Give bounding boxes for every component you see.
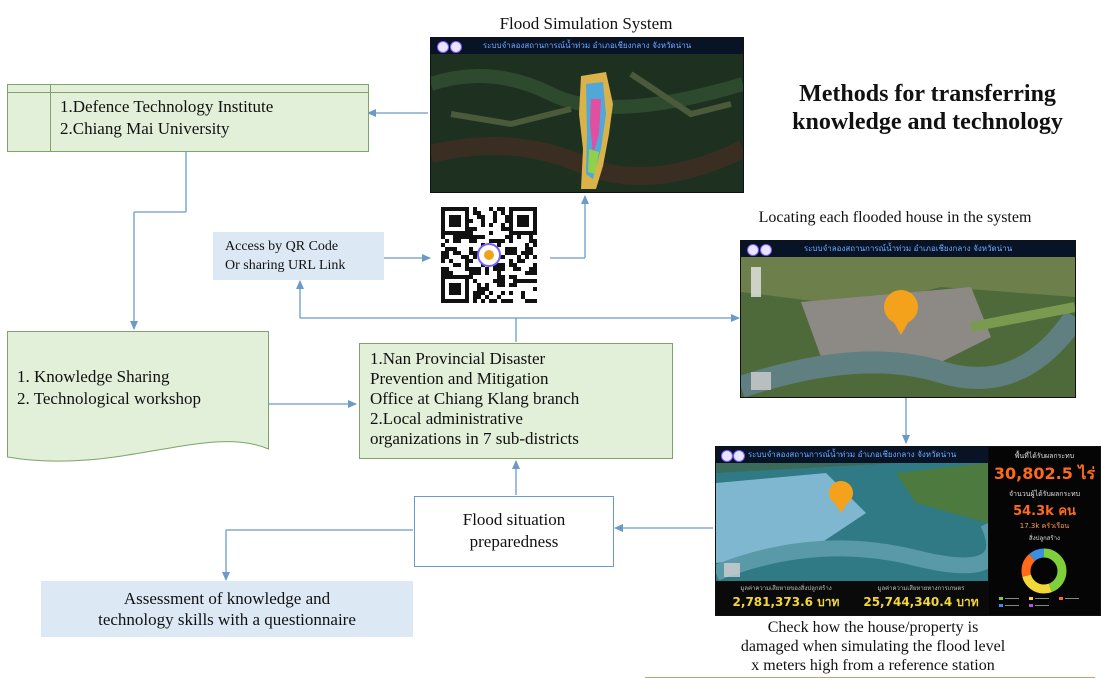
app-logo-icon [437, 41, 449, 53]
qr-code[interactable] [432, 205, 550, 305]
technological-workshop: 2. Technological workshop [17, 389, 202, 408]
locating-screenshot: ระบบจำลองสถานการณ์น้ำท่วม อำเภอเชียงกลาง… [740, 240, 1076, 398]
nan-office-box: 1.Nan Provincial Disaster Prevention and… [359, 343, 673, 459]
qr-access-box: Access by QR Code Or sharing URL Link [213, 232, 384, 280]
satellite-map [431, 54, 743, 192]
flood-sim-label: Flood Simulation System [499, 14, 673, 33]
institute-cmu: 2.Chiang Mai University [60, 119, 230, 138]
institutes-box: 1.Defence Technology Institute 2.Chiang … [7, 84, 369, 152]
damage-building-value: 2,781,373.6 บาท [732, 595, 840, 609]
app-logo-icon [747, 244, 759, 256]
affected-people-label: จำนวนผู้ได้รับผลกระทบ [1008, 490, 1081, 498]
affected-area-label: พื้นที่ได้รับผลกระทบ [1014, 452, 1075, 460]
affected-area-value: 30,802.5 ไร่ [993, 464, 1096, 483]
app-logo-icon [760, 244, 772, 256]
aerial-map [741, 257, 1075, 397]
flood-map [716, 463, 988, 581]
assessment-box: Assessment of knowledge and technology s… [41, 581, 413, 637]
app-logo-icon [450, 41, 462, 53]
buildings-donut-chart [999, 548, 1079, 607]
knowledge-box: 1. Knowledge Sharing 2. Technological wo… [7, 331, 269, 471]
screen-title-bar: ระบบจำลองสถานการณ์น้ำท่วม อำเภอเชียงกลาง… [716, 447, 988, 463]
dashboard-screenshot: ระบบจำลองสถานการณ์น้ำท่วม อำเภอเชียงกลาง… [715, 446, 1101, 616]
damage-agriculture-label: มูลค่าความเสียหายทางการเกษตร [877, 585, 965, 592]
flood-sim-screenshot: ระบบจำลองสถานการณ์น้ำท่วม อำเภอเชียงกลาง… [430, 37, 744, 193]
page-title: Methods for transferring knowledge and t… [792, 81, 1063, 135]
screen-title-bar: ระบบจำลองสถานการณ์น้ำท่วม อำเภอเชียงกลาง… [431, 38, 743, 54]
institute-dti: 1.Defence Technology Institute [60, 97, 274, 116]
screen-title-bar: ระบบจำลองสถานการณ์น้ำท่วม อำเภอเชียงกลาง… [741, 241, 1075, 257]
locating-label: Locating each flooded house in the syste… [758, 209, 1032, 226]
affected-households: 17.3k ครัวเรือน [1019, 522, 1070, 530]
knowledge-sharing: 1. Knowledge Sharing [17, 367, 170, 386]
check-caption: Check how the house/property is damaged … [740, 619, 1006, 674]
damage-building-label: มูลค่าความเสียหายของสิ่งปลูกสร้าง [740, 585, 832, 592]
damage-agriculture-value: 25,744,340.4 บาท [863, 595, 979, 609]
app-logo-icon [733, 450, 745, 462]
affected-people-value: 54.3k คน [1013, 504, 1076, 519]
app-logo-icon [721, 450, 733, 462]
buildings-chart-label: สิ่งปลูกสร้าง [1029, 535, 1060, 542]
preparedness-box: Flood situation preparedness [414, 496, 614, 567]
